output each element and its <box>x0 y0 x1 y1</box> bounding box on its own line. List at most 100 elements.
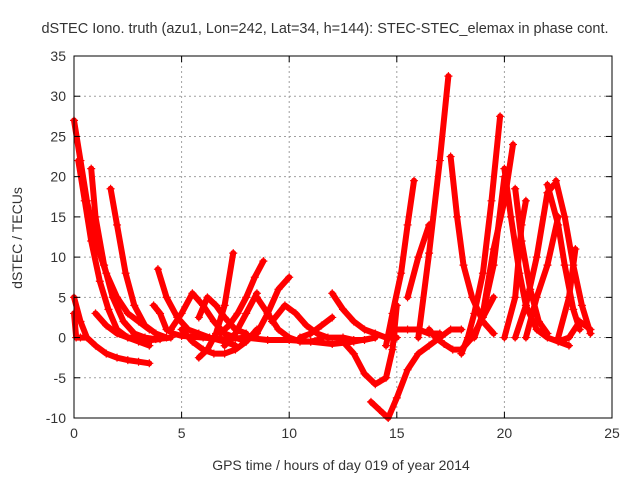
data-point <box>306 337 315 346</box>
data-point <box>446 325 455 334</box>
data-point <box>291 309 300 318</box>
data-point <box>104 305 113 314</box>
data-point <box>162 293 171 302</box>
data-point <box>375 405 384 414</box>
data-series <box>457 112 505 358</box>
data-point <box>403 293 412 302</box>
data-point <box>123 333 132 342</box>
data-series <box>220 289 261 350</box>
data-series <box>91 309 165 344</box>
data-point <box>194 353 203 362</box>
y-tick-label: 25 <box>50 128 66 144</box>
data-point <box>151 329 160 338</box>
data-point <box>577 301 586 310</box>
data-point <box>141 321 150 330</box>
data-point <box>564 293 573 302</box>
y-tick-label: 0 <box>58 330 66 346</box>
data-series <box>382 176 419 350</box>
data-point <box>285 333 294 342</box>
x-tick-label: 20 <box>497 425 513 441</box>
data-point <box>328 289 337 298</box>
data-point <box>242 337 251 346</box>
data-point <box>552 176 561 185</box>
x-tick-label: 25 <box>604 425 620 441</box>
data-point <box>113 220 122 229</box>
data-point <box>506 212 515 221</box>
data-point <box>252 329 261 338</box>
data-point <box>435 156 444 165</box>
data-point <box>371 329 380 338</box>
data-point <box>231 329 240 338</box>
series-trace <box>269 302 379 343</box>
data-point <box>560 261 569 270</box>
data-point <box>511 184 520 193</box>
data-point <box>431 333 440 342</box>
series-trace <box>501 197 529 341</box>
data-point <box>119 317 128 326</box>
data-point <box>123 309 132 318</box>
data-point <box>91 212 100 221</box>
data-point <box>231 345 240 354</box>
series-trace <box>253 274 293 337</box>
data-point <box>496 112 505 121</box>
data-point <box>113 329 122 338</box>
data-point <box>489 293 498 302</box>
data-point <box>242 309 251 318</box>
x-tick-label: 0 <box>70 425 78 441</box>
data-point <box>149 301 158 310</box>
y-tick-label: 10 <box>50 249 66 265</box>
y-tick-label: 35 <box>50 48 66 64</box>
data-point <box>328 339 337 348</box>
data-series <box>414 72 453 342</box>
data-point <box>102 321 111 330</box>
y-tick-label: -5 <box>54 370 67 386</box>
data-point <box>414 349 423 358</box>
data-point <box>306 329 315 338</box>
data-point <box>564 341 573 350</box>
data-point <box>274 285 283 294</box>
y-tick-label: 5 <box>58 289 66 305</box>
x-tick-label: 15 <box>389 425 405 441</box>
data-point <box>194 329 203 338</box>
data-point <box>575 317 584 326</box>
data-point <box>435 329 444 338</box>
data-point <box>388 345 397 354</box>
data-series <box>554 245 580 342</box>
data-point <box>360 369 369 378</box>
data-point <box>349 317 358 326</box>
data-series <box>478 140 518 318</box>
data-point <box>339 337 347 346</box>
data-point <box>554 337 563 346</box>
data-point <box>564 333 573 342</box>
data-point <box>392 325 401 334</box>
data-point <box>448 345 457 354</box>
data-point <box>95 277 104 286</box>
data-series <box>500 196 530 342</box>
data-point <box>263 309 272 318</box>
data-series <box>554 317 595 346</box>
data-point <box>457 325 466 334</box>
data-point <box>543 329 552 338</box>
data-point <box>478 269 487 278</box>
data-point <box>134 333 143 342</box>
data-point <box>534 317 543 326</box>
data-point <box>487 196 496 205</box>
data-point <box>457 349 466 358</box>
data-point <box>263 335 272 344</box>
data-point <box>153 265 162 274</box>
data-point <box>102 349 111 358</box>
series-trace <box>458 113 504 357</box>
data-point <box>91 309 100 318</box>
data-point <box>500 333 509 342</box>
data-point <box>382 341 391 350</box>
data-point <box>130 301 139 310</box>
data-point <box>403 365 412 374</box>
data-point <box>569 305 578 314</box>
data-point <box>177 325 186 334</box>
x-tick-label: 10 <box>281 425 297 441</box>
data-point <box>459 261 468 270</box>
data-point <box>453 212 462 221</box>
data-point <box>76 317 85 326</box>
data-point <box>410 176 419 185</box>
